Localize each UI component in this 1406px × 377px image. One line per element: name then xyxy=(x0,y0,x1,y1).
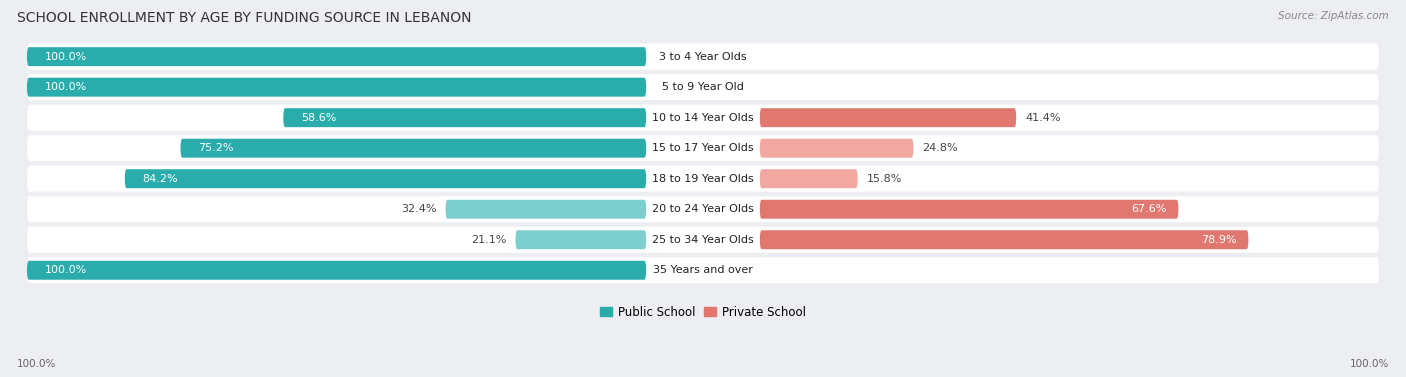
FancyBboxPatch shape xyxy=(27,166,1379,192)
FancyBboxPatch shape xyxy=(125,169,647,188)
FancyBboxPatch shape xyxy=(27,196,1379,222)
Text: Source: ZipAtlas.com: Source: ZipAtlas.com xyxy=(1278,11,1389,21)
FancyBboxPatch shape xyxy=(516,230,647,249)
FancyBboxPatch shape xyxy=(180,139,647,158)
Text: 32.4%: 32.4% xyxy=(401,204,437,214)
FancyBboxPatch shape xyxy=(27,44,1379,70)
Text: 41.4%: 41.4% xyxy=(1025,113,1060,123)
Text: 10 to 14 Year Olds: 10 to 14 Year Olds xyxy=(652,113,754,123)
Text: 15 to 17 Year Olds: 15 to 17 Year Olds xyxy=(652,143,754,153)
FancyBboxPatch shape xyxy=(759,139,914,158)
Text: 20 to 24 Year Olds: 20 to 24 Year Olds xyxy=(652,204,754,214)
Text: 35 Years and over: 35 Years and over xyxy=(652,265,754,275)
FancyBboxPatch shape xyxy=(27,135,1379,161)
Text: 84.2%: 84.2% xyxy=(143,174,179,184)
Text: 21.1%: 21.1% xyxy=(471,235,506,245)
Text: 100.0%: 100.0% xyxy=(1350,359,1389,369)
Text: 3 to 4 Year Olds: 3 to 4 Year Olds xyxy=(659,52,747,62)
FancyBboxPatch shape xyxy=(27,227,1379,253)
Text: 75.2%: 75.2% xyxy=(198,143,233,153)
Text: 100.0%: 100.0% xyxy=(45,52,87,62)
Text: 5 to 9 Year Old: 5 to 9 Year Old xyxy=(662,82,744,92)
FancyBboxPatch shape xyxy=(27,261,647,280)
Text: 100.0%: 100.0% xyxy=(45,265,87,275)
FancyBboxPatch shape xyxy=(27,257,1379,283)
Text: 15.8%: 15.8% xyxy=(866,174,903,184)
Text: 25 to 34 Year Olds: 25 to 34 Year Olds xyxy=(652,235,754,245)
Text: SCHOOL ENROLLMENT BY AGE BY FUNDING SOURCE IN LEBANON: SCHOOL ENROLLMENT BY AGE BY FUNDING SOUR… xyxy=(17,11,471,25)
Legend: Public School, Private School: Public School, Private School xyxy=(595,301,811,323)
FancyBboxPatch shape xyxy=(759,169,858,188)
Text: 18 to 19 Year Olds: 18 to 19 Year Olds xyxy=(652,174,754,184)
FancyBboxPatch shape xyxy=(759,200,1178,219)
FancyBboxPatch shape xyxy=(27,74,1379,100)
Text: 100.0%: 100.0% xyxy=(17,359,56,369)
Text: 58.6%: 58.6% xyxy=(301,113,336,123)
Text: 100.0%: 100.0% xyxy=(45,82,87,92)
Text: 24.8%: 24.8% xyxy=(922,143,957,153)
FancyBboxPatch shape xyxy=(759,230,1249,249)
FancyBboxPatch shape xyxy=(284,108,647,127)
FancyBboxPatch shape xyxy=(27,78,647,97)
FancyBboxPatch shape xyxy=(27,105,1379,131)
FancyBboxPatch shape xyxy=(446,200,647,219)
FancyBboxPatch shape xyxy=(759,108,1017,127)
Text: 67.6%: 67.6% xyxy=(1130,204,1167,214)
Text: 78.9%: 78.9% xyxy=(1201,235,1236,245)
FancyBboxPatch shape xyxy=(27,47,647,66)
